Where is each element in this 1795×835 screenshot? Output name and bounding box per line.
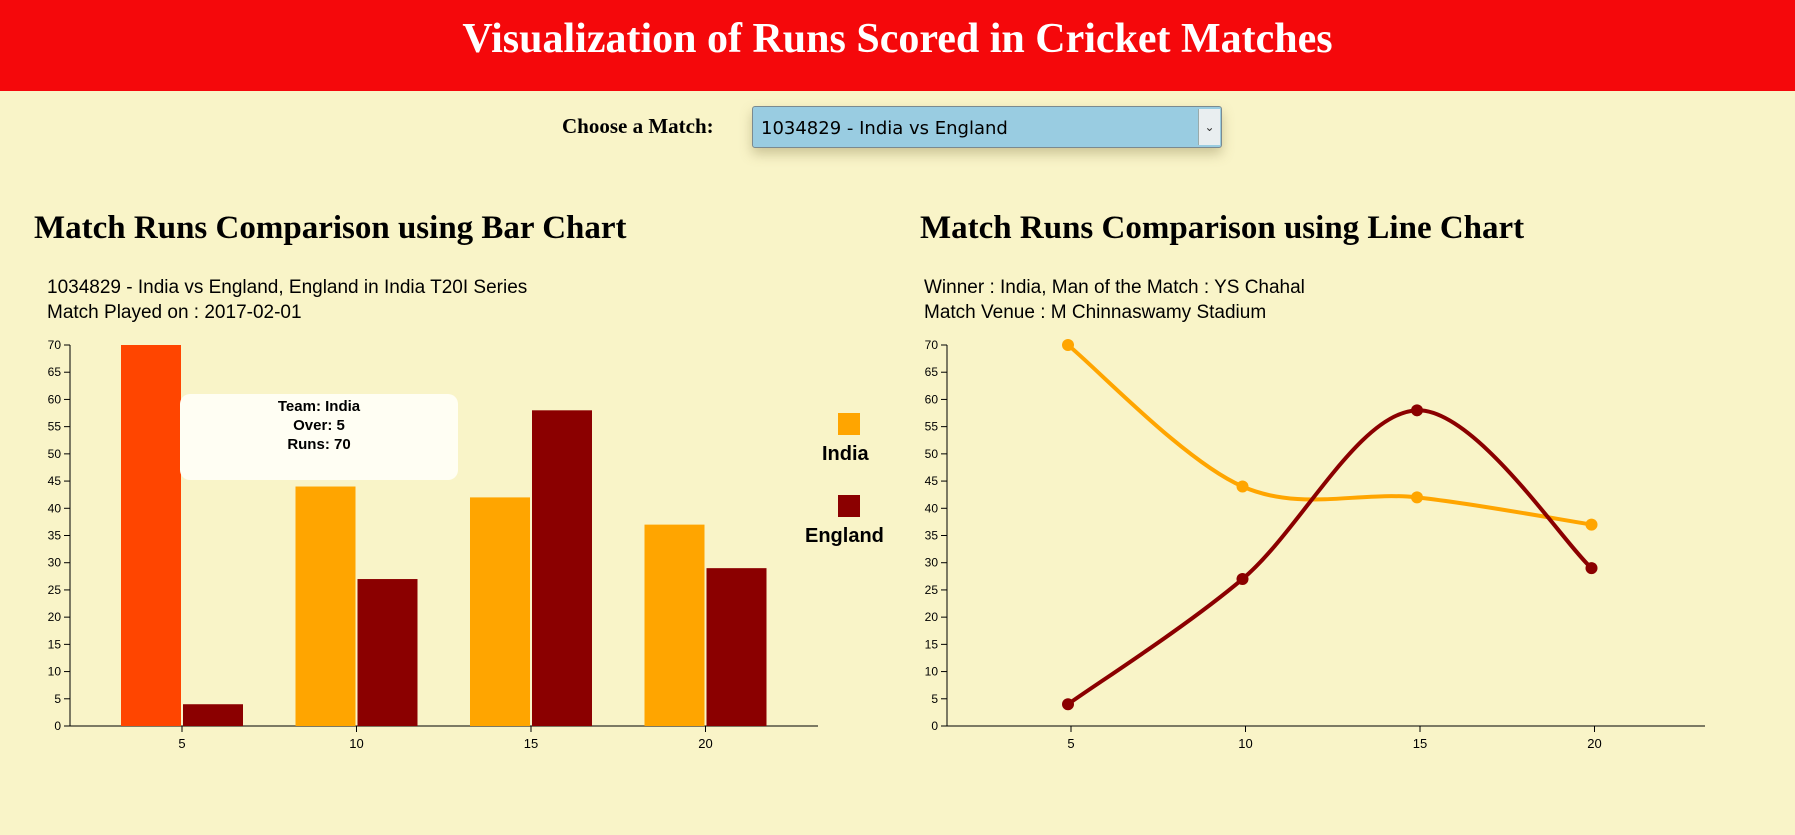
match-winner-text: Winner : India, Man of the Match : YS Ch… <box>924 277 1305 298</box>
match-date-text: Match Played on : 2017-02-01 <box>47 302 302 323</box>
line-point-england-10 <box>1236 573 1249 586</box>
bar-england-15 <box>532 410 592 726</box>
line-y-tick-label: 25 <box>925 583 939 597</box>
line-y-tick-label: 45 <box>925 474 939 488</box>
line-y-tick-label: 35 <box>925 529 939 543</box>
bar-y-tick-label: 70 <box>48 338 62 352</box>
bar-x-axis: 5 10 15 20 <box>70 725 818 751</box>
line-x-tick-label: 15 <box>1413 736 1427 751</box>
bar-tooltip: Team: India Over: 5 Runs: 70 <box>180 394 458 480</box>
page-header: Visualization of Runs Scored in Cricket … <box>0 0 1795 91</box>
line-point-india-5 <box>1062 339 1074 351</box>
bar-india-15 <box>470 497 530 726</box>
line-y-tick-label: 70 <box>925 338 939 352</box>
line-point-india-15 <box>1411 491 1423 504</box>
line-y-tick-label: 40 <box>925 501 939 515</box>
bar-x-tick-label: 20 <box>698 736 712 751</box>
match-series-text: 1034829 - India vs England, England in I… <box>47 277 528 298</box>
bar-y-tick-label: 5 <box>54 692 61 706</box>
line-chart: 0 5 10 15 20 25 30 35 40 45 50 55 60 65 70 5 10 15 20 <box>925 338 1705 751</box>
bar-x-tick-label: 10 <box>349 736 363 751</box>
tooltip-runs: Runs: 70 <box>287 436 351 453</box>
line-x-axis: 5 10 15 20 <box>947 725 1705 751</box>
line-y-tick-label: 50 <box>925 447 939 461</box>
legend-swatch-england <box>838 495 860 517</box>
line-series-england <box>1066 408 1593 706</box>
match-select-value: 1034829 - India vs England <box>761 118 1008 139</box>
bar-y-axis: 0 5 10 15 20 25 30 35 40 45 50 55 60 65 70 <box>48 338 71 733</box>
bar-england-5 <box>183 704 243 726</box>
line-y-tick-label: 65 <box>925 365 939 379</box>
line-y-tick-label: 10 <box>925 665 939 679</box>
bar-y-tick-label: 50 <box>48 447 62 461</box>
bar-y-tick-label: 15 <box>48 637 62 651</box>
page-title: Visualization of Runs Scored in Cricket … <box>462 16 1333 62</box>
bar-y-tick-label: 45 <box>48 474 62 488</box>
bar-y-tick-label: 20 <box>48 610 62 624</box>
line-x-tick-label: 10 <box>1238 736 1252 751</box>
line-y-tick-label: 20 <box>925 610 939 624</box>
legend-label-england: England <box>805 525 884 547</box>
bar-chart-info: 1034829 - India vs England, England in I… <box>47 275 527 325</box>
tooltip-over: Over: 5 <box>293 417 345 434</box>
line-x-tick-label: 5 <box>1067 736 1074 751</box>
bar-y-tick-label: 30 <box>48 556 62 570</box>
bar-india-5 <box>121 345 181 726</box>
bar-x-tick-label: 5 <box>178 736 185 751</box>
legend-swatch-india <box>838 413 860 435</box>
line-y-tick-label: 60 <box>925 392 939 406</box>
match-picker-label: Choose a Match: <box>562 114 714 138</box>
line-point-india-10 <box>1236 480 1249 493</box>
line-y-tick-label: 55 <box>925 420 939 434</box>
line-point-england-20 <box>1585 562 1598 575</box>
line-y-tick-label: 15 <box>925 637 939 651</box>
bar-y-tick-label: 60 <box>48 392 62 406</box>
line-chart-info: Winner : India, Man of the Match : YS Ch… <box>924 275 1305 325</box>
line-series-india <box>1066 343 1592 527</box>
match-venue-text: Match Venue : M Chinnaswamy Stadium <box>924 302 1267 323</box>
bar-india-20 <box>644 524 705 726</box>
bar-y-tick-label: 55 <box>48 420 62 434</box>
line-y-tick-label: 30 <box>925 556 939 570</box>
line-point-england-5 <box>1062 698 1074 711</box>
line-chart-heading: Match Runs Comparison using Line Chart <box>920 210 1525 246</box>
bar-y-tick-label: 35 <box>48 529 62 543</box>
bar-england-10 <box>357 579 418 726</box>
bar-chart-heading: Match Runs Comparison using Bar Chart <box>34 210 627 246</box>
bar-y-tick-label: 0 <box>54 719 61 733</box>
line-y-tick-label: 5 <box>931 692 938 706</box>
line-point-india-20 <box>1585 518 1598 531</box>
bar-england-20 <box>706 568 767 726</box>
line-y-axis: 0 5 10 15 20 25 30 35 40 45 50 55 60 65 70 <box>925 338 948 733</box>
bar-y-tick-label: 65 <box>48 365 62 379</box>
bar-y-tick-label: 25 <box>48 583 62 597</box>
line-point-england-15 <box>1411 404 1423 417</box>
bar-chart: 0 5 10 15 20 25 30 35 40 45 50 55 60 65 70 5 10 15 20 <box>48 338 818 751</box>
bar-x-tick-label: 15 <box>524 736 538 751</box>
match-select[interactable]: 1034829 - India vs England ⌄ <box>752 106 1222 148</box>
tooltip-team: Team: India <box>277 398 361 415</box>
chevron-down-icon[interactable]: ⌄ <box>1198 109 1220 145</box>
line-y-tick-label: 0 <box>931 719 938 733</box>
line-x-tick-label: 20 <box>1587 736 1601 751</box>
bar-india-10 <box>295 486 356 726</box>
bar-y-tick-label: 40 <box>48 501 62 515</box>
bar-y-tick-label: 10 <box>48 665 62 679</box>
legend-label-india: India <box>822 443 869 465</box>
